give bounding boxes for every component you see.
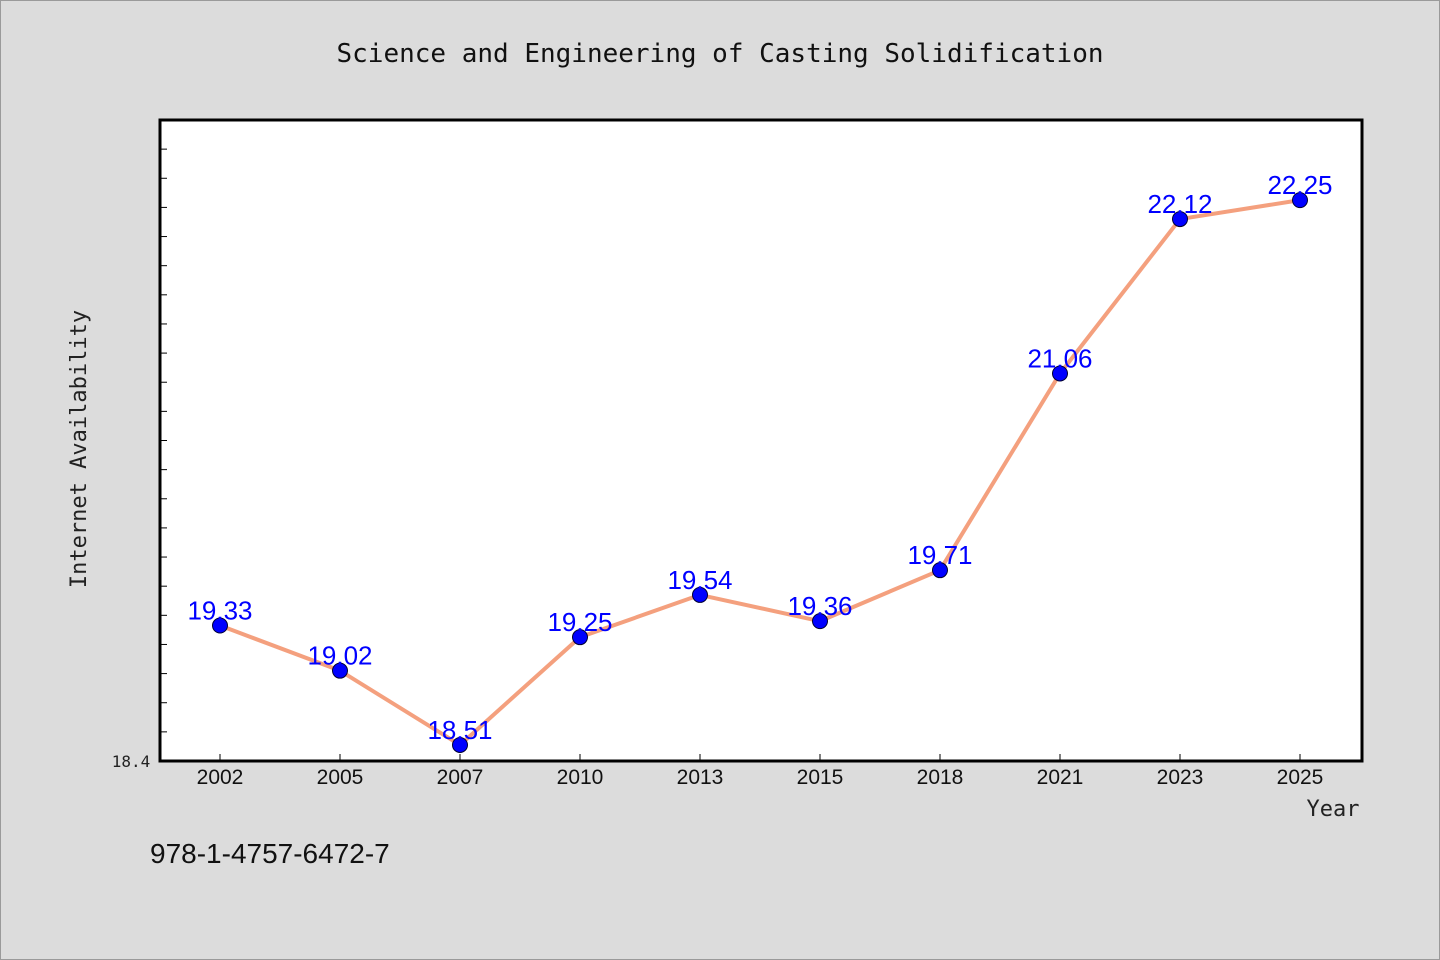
x-tick-label: 2018 — [917, 766, 964, 789]
y-axis-ticks — [160, 148, 167, 733]
data-point — [212, 617, 228, 634]
data-point — [332, 662, 348, 679]
data-point — [932, 562, 948, 579]
x-axis-title: Year — [1307, 797, 1360, 822]
data-label: 22.12 — [1147, 189, 1212, 219]
x-tick-label: 2013 — [677, 766, 724, 789]
series-layer — [212, 192, 1308, 753]
data-point — [452, 736, 468, 753]
x-tick-label: 2021 — [1037, 766, 1084, 789]
data-point — [812, 613, 828, 630]
x-tick-label: 2007 — [437, 766, 484, 789]
x-tick-label: 2010 — [557, 766, 604, 789]
x-tick-label: 2005 — [317, 766, 364, 789]
x-tick-labels: 2002 2005 2007 2010 2013 2015 2018 2021 2023 2025 — [197, 766, 1324, 789]
data-label: 19.54 — [667, 565, 732, 595]
data-label: 19.25 — [547, 607, 612, 637]
data-label: 19.71 — [907, 540, 972, 570]
data-point — [692, 586, 708, 603]
y-axis-min-label: 18.4 — [112, 752, 151, 771]
data-label: 19.36 — [787, 591, 852, 621]
data-label: 19.33 — [187, 596, 252, 626]
data-label: 19.02 — [307, 641, 372, 671]
x-axis-ticks — [219, 754, 1301, 761]
data-point — [1052, 365, 1068, 382]
x-tick-label: 2015 — [797, 766, 844, 789]
series-line — [219, 198, 1301, 747]
data-label: 21.06 — [1027, 343, 1092, 373]
data-labels: 19.33 19.02 18.51 19.25 19.54 19.36 19.71 21.06… — [187, 170, 1332, 745]
x-tick-label: 2023 — [1157, 766, 1204, 789]
data-point — [1172, 211, 1188, 228]
data-point — [1292, 192, 1308, 209]
data-label: 22.25 — [1267, 170, 1332, 200]
data-label: 18.51 — [427, 715, 492, 745]
x-tick-label: 2025 — [1277, 766, 1324, 789]
chart-title: Science and Engineering of Casting Solid… — [336, 39, 1103, 69]
x-tick-label: 2002 — [197, 766, 244, 789]
plot-area — [158, 118, 1364, 763]
isbn-footer: 978-1-4757-6472-7 — [150, 838, 390, 869]
data-point — [572, 629, 588, 646]
y-axis-title: Internet Availability — [67, 310, 92, 588]
